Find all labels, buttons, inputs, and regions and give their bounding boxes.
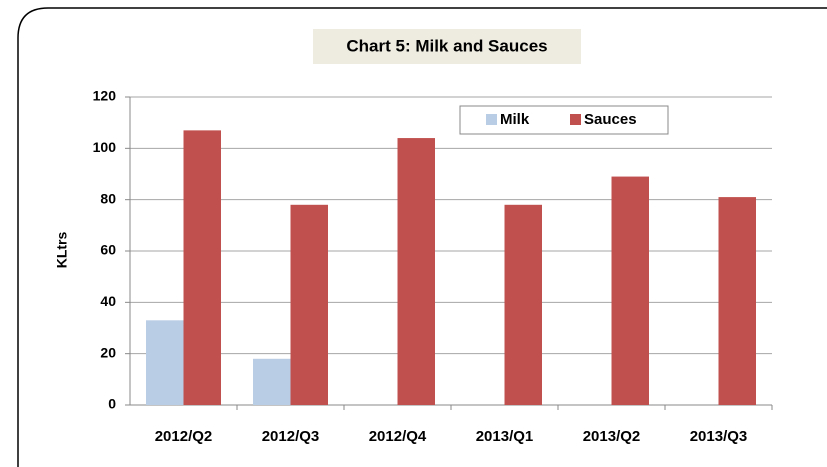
y-tick-label: 100 [93,139,117,155]
legend-label: Sauces [584,111,637,128]
bar [290,204,328,405]
x-tick-label: 2013/Q3 [690,428,748,445]
bar [146,320,184,405]
x-tick-label: 2013/Q2 [583,428,641,445]
bar [397,138,435,406]
bar [611,176,649,405]
bar [718,197,756,405]
legend-label: Milk [500,111,530,128]
bar [253,358,291,405]
legend-swatch [486,114,497,125]
y-tick-label: 80 [100,190,116,206]
x-tick-label: 2012/Q2 [155,428,213,445]
bar [183,130,221,405]
x-tick-label: 2012/Q4 [369,428,427,445]
frame [17,7,827,467]
x-tick-label: 2013/Q1 [476,428,534,445]
y-tick-label: 40 [100,293,116,309]
y-tick-label: 0 [108,396,116,412]
y-tick-label: 20 [100,344,116,360]
y-tick-label: 60 [100,242,116,258]
bar [504,204,542,405]
legend-swatch [570,114,581,125]
y-tick-label: 120 [93,88,117,104]
chart-title: Chart 5: Milk and Sauces [346,36,547,55]
title-box [313,29,581,64]
y-axis-label: KLtrs [54,232,70,269]
x-tick-label: 2012/Q3 [262,428,320,445]
